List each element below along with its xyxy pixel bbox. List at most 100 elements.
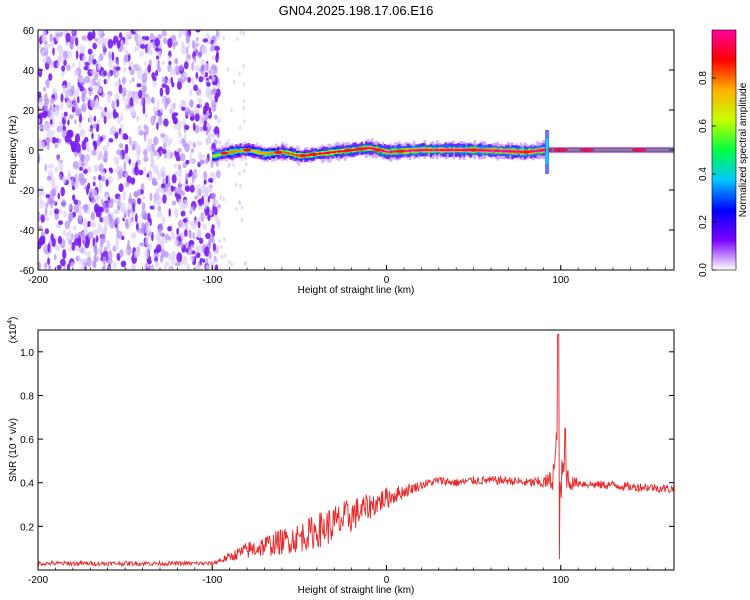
spectrogram-noise-blob — [50, 177, 56, 188]
spectrogram-y-tick-label: 0 — [28, 146, 34, 157]
spectrogram-noise-blob — [92, 181, 96, 187]
spectrogram-noise-blob — [118, 165, 123, 173]
spectrogram-noise-blob — [126, 104, 132, 109]
spectrogram-noise-blob — [145, 145, 152, 152]
spectrogram-noise-blob — [240, 218, 244, 223]
spectrogram-noise-blob — [82, 54, 87, 64]
spectrogram-noise-blob — [56, 61, 60, 69]
spectrogram-noise-blob — [129, 97, 134, 107]
spectrogram-noise-blob — [49, 97, 55, 104]
spectrogram-noise-blob — [170, 76, 174, 85]
spectrogram-noise-blob — [211, 133, 215, 139]
spectrogram-noise-blob — [114, 66, 121, 71]
spectrogram-noise-blob — [177, 147, 182, 153]
signal-cell — [519, 150, 523, 154]
signal-cell — [651, 149, 654, 151]
spectrogram-noise-blob — [165, 260, 170, 267]
signal-cell — [601, 149, 604, 151]
spectrogram-noise-blob — [60, 186, 65, 197]
spectrogram-noise-blob — [143, 131, 147, 142]
spectrogram-noise-blob — [133, 191, 139, 198]
spectrogram-noise-blob — [114, 132, 119, 140]
spectrogram-noise-blob — [99, 163, 104, 173]
signal-cell — [231, 150, 234, 153]
signal-cell — [448, 148, 451, 152]
spectrogram-noise-blob — [238, 199, 241, 205]
spectrogram-noise-blob — [103, 51, 107, 56]
spectrogram-noise-blob — [213, 126, 220, 136]
spectrogram-noise-blob — [98, 182, 103, 192]
spectrogram-noise-blob — [107, 266, 112, 270]
spectrogram-noise-blob — [66, 98, 71, 110]
signal-cell — [404, 150, 408, 152]
spectrogram-noise-blob — [230, 262, 233, 267]
spectrogram-noise-blob — [142, 195, 146, 200]
spectrogram-noise-blob — [185, 221, 189, 231]
spectrogram-noise-blob — [82, 165, 86, 171]
signal-cell — [235, 150, 238, 153]
spectrogram-noise-blob — [103, 246, 108, 253]
signal-cell — [665, 149, 669, 151]
spectrogram-noise-blob — [72, 98, 77, 109]
spectrogram-noise-blob — [163, 118, 169, 127]
spectrogram-noise-blob — [59, 55, 65, 63]
spectrogram-noise — [38, 30, 248, 270]
spectrogram-noise-blob — [205, 87, 211, 98]
signal-hotspot — [578, 148, 595, 152]
spectrogram-noise-blob — [172, 42, 176, 50]
snr-scale-prefix: (x10 — [8, 323, 19, 343]
spectrogram-noise-blob — [44, 43, 48, 54]
signal-cell — [484, 149, 487, 152]
spectrogram-noise-blob — [158, 146, 163, 151]
spectrogram-noise-blob — [147, 259, 152, 265]
spectrogram-noise-blob — [38, 124, 43, 131]
spectrogram-noise-blob — [220, 244, 223, 250]
signal-hotspot — [356, 147, 365, 151]
spectrogram-noise-blob — [92, 58, 97, 65]
spectrogram-noise-blob — [89, 99, 96, 108]
spectrogram-noise-blob — [136, 197, 142, 205]
spectrogram-noise-blob — [124, 171, 129, 178]
signal-cell — [352, 149, 355, 151]
spectrogram-noise-blob — [119, 249, 124, 258]
spectrogram-noise-blob — [133, 93, 137, 103]
spectrogram-noise-blob — [46, 127, 52, 137]
spectrogram-noise-blob — [208, 239, 212, 250]
spectrogram-noise-blob — [102, 202, 107, 210]
spectrogram-noise-blob — [162, 177, 165, 185]
signal-cell — [486, 149, 489, 152]
spectrogram-noise-blob — [188, 240, 195, 245]
spectrogram-noise-blob — [232, 79, 236, 85]
signal-cell — [389, 150, 393, 154]
spectrogram-noise-blob — [97, 224, 103, 234]
spectrogram-noise-blob — [51, 106, 57, 117]
signal-cell — [272, 152, 276, 154]
spectrogram-noise-blob — [143, 213, 148, 221]
spectrogram-noise-blob — [138, 130, 144, 136]
spectrogram-noise-blob — [171, 173, 177, 184]
spectrogram-noise-blob — [96, 30, 103, 38]
spectrogram-noise-blob — [93, 254, 97, 264]
spectrogram-noise-blob — [64, 91, 70, 99]
spectrogram-noise-blob — [73, 70, 80, 77]
signal-cell — [323, 152, 326, 155]
spectrogram-noise-blob — [111, 51, 115, 61]
spectrogram-noise-blob — [42, 124, 48, 131]
spectrogram-noise-blob — [94, 37, 99, 42]
spectrogram-noise-blob — [157, 205, 162, 212]
spectrogram-noise-blob — [155, 69, 159, 77]
signal-cell — [622, 149, 625, 151]
signal-cell — [394, 150, 397, 153]
spectrogram-noise-blob — [142, 166, 147, 174]
spectrogram-noise-blob — [191, 61, 195, 72]
spectrogram-noise-blob — [179, 99, 186, 105]
signal-band-layer — [212, 147, 674, 158]
spectrogram-noise-blob — [214, 264, 219, 270]
signal-cell — [498, 150, 502, 152]
spectrogram-noise-blob — [139, 44, 146, 49]
spectrogram-noise-blob — [76, 96, 80, 104]
signal-cell — [461, 148, 464, 151]
spectrogram-noise-blob — [95, 197, 99, 203]
spectrogram-noise-blob — [92, 229, 99, 236]
spectrogram-noise-blob — [72, 62, 76, 68]
